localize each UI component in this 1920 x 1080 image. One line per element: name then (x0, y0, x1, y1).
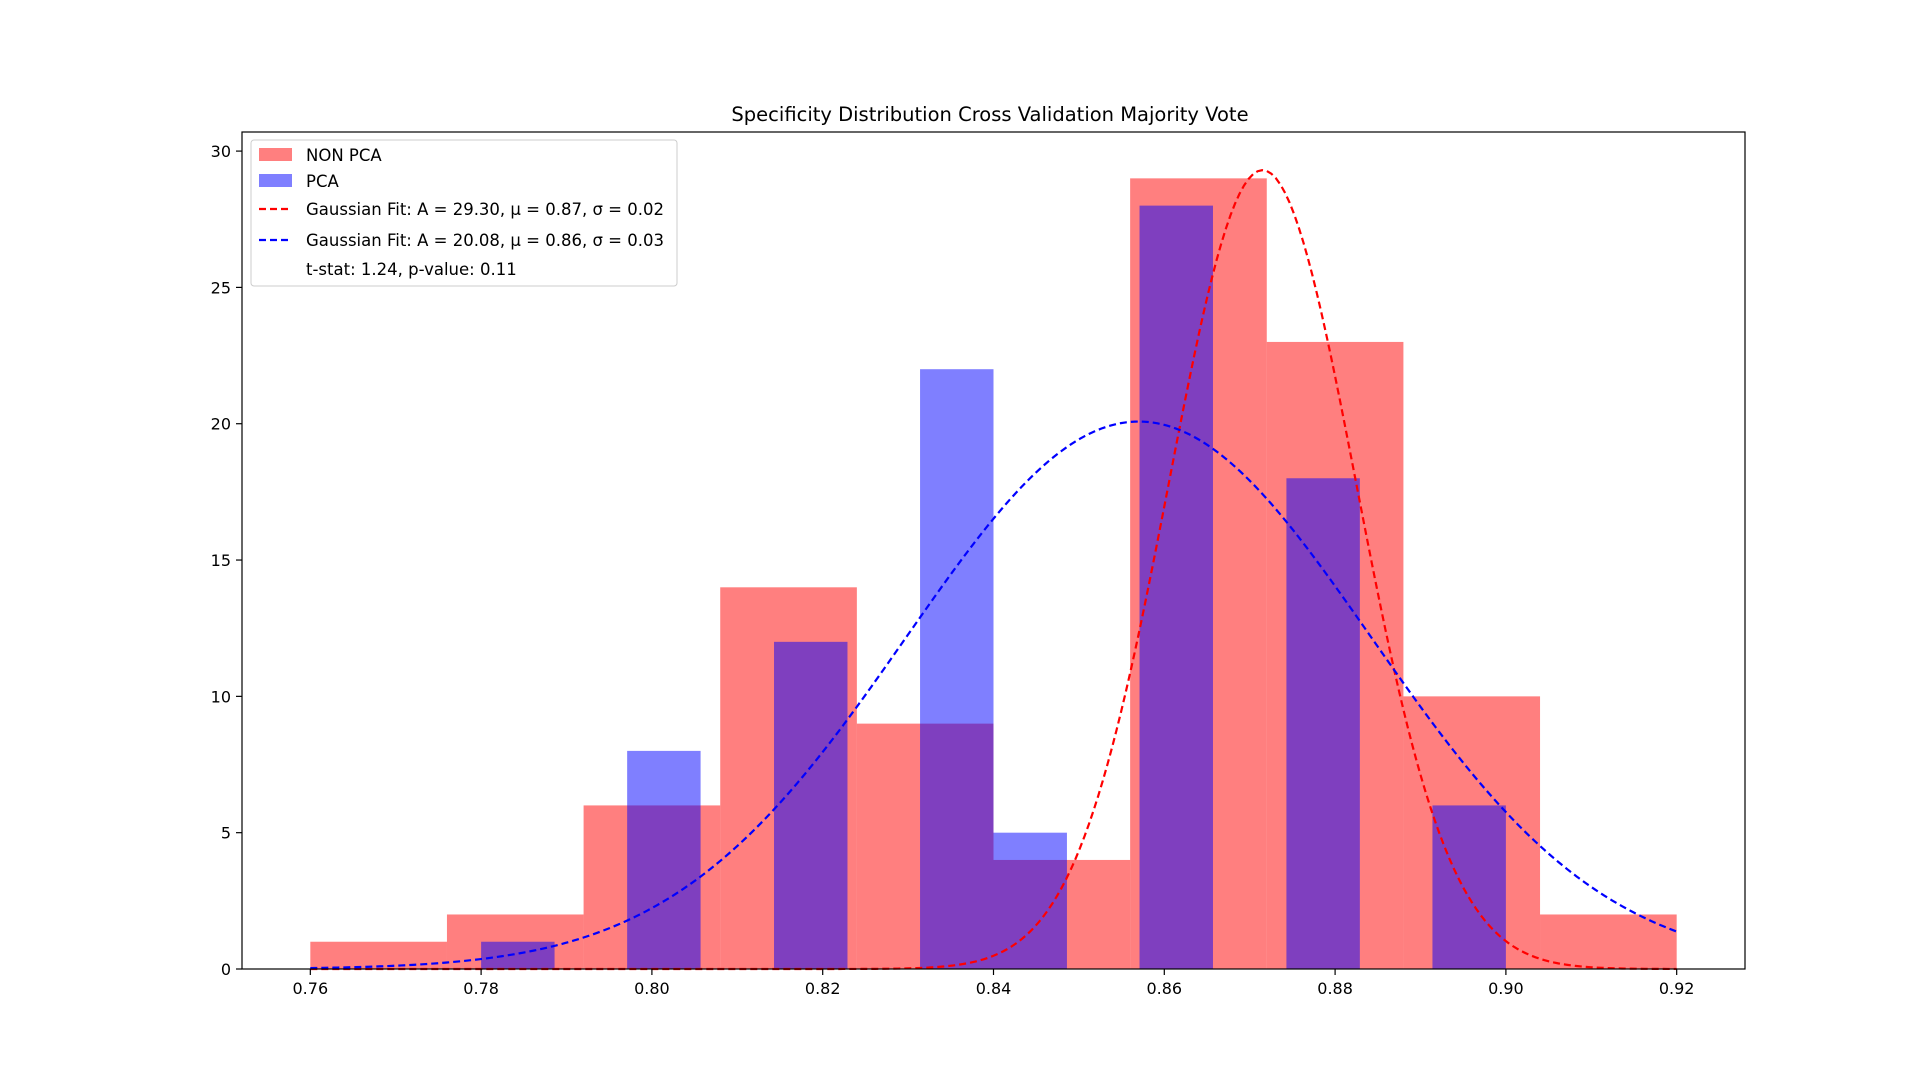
x-tick-label: 0.78 (463, 979, 499, 998)
legend-label-gaussian-fit-pca: Gaussian Fit: A = 20.08, μ = 0.86, σ = 0… (306, 231, 664, 250)
gaussian-fit-curve-non-pca (310, 169, 1677, 971)
y-tick-label: 25 (211, 278, 231, 297)
bar-pca-2 (627, 750, 701, 969)
x-axis: 0.76 0.78 0.80 0.82 0.84 0.86 0.88 0.90 0.92 (293, 969, 1695, 998)
x-tick-label: 0.84 (976, 979, 1012, 998)
legend-label-pca: PCA (306, 172, 339, 191)
bar-pca-4 (774, 641, 848, 969)
x-tick-label: 0.82 (805, 979, 841, 998)
y-tick-label: 20 (211, 415, 231, 434)
y-tick-label: 15 (211, 551, 231, 570)
legend-label-t-test: t-stat: 1.24, p-value: 0.11 (306, 260, 517, 279)
bar-pca-6 (920, 369, 994, 969)
bar-non-pca-9 (1540, 914, 1677, 969)
y-tick-label: 0 (221, 960, 231, 979)
y-axis: 0 5 10 15 20 25 30 (211, 142, 242, 979)
x-tick-label: 0.90 (1488, 979, 1524, 998)
bar-pca-13 (1432, 805, 1506, 969)
legend: NON PCA PCA Gaussian Fit: A = 29.30, μ =… (250, 139, 678, 287)
bar-pca-0 (481, 941, 555, 969)
gaussian-fit-curve-pca (310, 420, 1678, 970)
y-tick-label: 5 (221, 824, 231, 843)
x-tick-label: 0.88 (1317, 979, 1353, 998)
legend-label-non-pca: NON PCA (306, 146, 382, 165)
legend-label-gaussian-fit-non-pca: Gaussian Fit: A = 29.30, μ = 0.87, σ = 0… (306, 200, 664, 219)
y-tick-label: 10 (211, 687, 231, 706)
bar-pca-7 (993, 832, 1067, 969)
bar-pca-11 (1286, 478, 1360, 969)
bars-layer (310, 178, 1677, 970)
x-tick-label: 0.92 (1659, 979, 1695, 998)
x-tick-label: 0.76 (293, 979, 329, 998)
legend-box (250, 139, 678, 287)
legend-swatch-non-pca (259, 148, 292, 161)
y-tick-label: 30 (211, 142, 231, 161)
legend-swatch-pca (259, 174, 292, 187)
chart-title: Specificity Distribution Cross Validatio… (731, 103, 1248, 126)
fit-curves-layer (310, 169, 1678, 971)
x-tick-label: 0.80 (634, 979, 670, 998)
bar-pca-9 (1139, 205, 1213, 970)
x-tick-label: 0.86 (1146, 979, 1182, 998)
